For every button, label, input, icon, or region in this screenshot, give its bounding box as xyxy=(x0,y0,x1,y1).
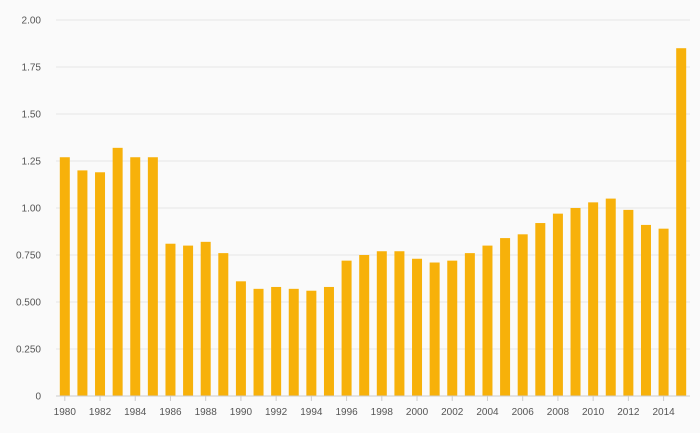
bar-2000 xyxy=(412,258,423,396)
bar-1991 xyxy=(253,288,264,396)
y-tick-label: 0.500 xyxy=(16,298,41,309)
bar-1996 xyxy=(341,260,352,396)
x-tick-label: 1986 xyxy=(159,407,182,418)
bar-1992 xyxy=(271,286,282,396)
y-tick-label: 0.250 xyxy=(16,345,41,356)
bar-2002 xyxy=(447,260,458,396)
x-tick-label: 1994 xyxy=(300,407,323,418)
x-tick-label: 2000 xyxy=(406,407,429,418)
bar-1995 xyxy=(323,286,334,396)
x-tick-label: 1988 xyxy=(195,407,218,418)
bar-1997 xyxy=(359,255,370,396)
bar-2009 xyxy=(570,208,581,396)
x-tick-label: 2004 xyxy=(476,407,499,418)
bar-2004 xyxy=(482,245,493,396)
bar-1980 xyxy=(59,157,70,396)
bar-1998 xyxy=(376,251,387,396)
bar-1983 xyxy=(112,147,123,396)
bars xyxy=(59,48,687,396)
grid-lines xyxy=(56,19,690,350)
bar-2005 xyxy=(500,238,511,396)
y-tick-label: 1.00 xyxy=(22,204,42,215)
x-tick-label: 2012 xyxy=(617,407,640,418)
y-tick-label: 1.50 xyxy=(22,110,42,121)
bar-2010 xyxy=(588,202,599,396)
bar-1984 xyxy=(130,157,141,396)
x-axis-tick-labels: 1980 1982 1984 1986 1988 1990 1992 1994 1996 1998… xyxy=(54,396,675,418)
bar-1994 xyxy=(306,290,317,396)
bar-2012 xyxy=(623,209,634,396)
x-tick-label: 1992 xyxy=(265,407,288,418)
x-tick-label: 1990 xyxy=(230,407,253,418)
bar-1993 xyxy=(288,288,299,396)
x-tick-label: 1982 xyxy=(89,407,112,418)
bar-2014 xyxy=(658,228,669,396)
x-tick-label: 1998 xyxy=(371,407,394,418)
y-tick-label: 2.00 xyxy=(22,16,42,27)
x-tick-label: 1996 xyxy=(335,407,358,418)
y-tick-label: 1.75 xyxy=(22,63,42,74)
y-tick-label: 0 xyxy=(35,392,41,403)
bar-2013 xyxy=(640,224,651,396)
bar-2015 xyxy=(676,48,687,396)
bar-1989 xyxy=(218,253,229,396)
x-tick-label: 1984 xyxy=(124,407,147,418)
bar-1988 xyxy=(200,241,211,396)
bar-1987 xyxy=(183,245,194,396)
y-tick-label: 0.750 xyxy=(16,251,41,262)
bar-2008 xyxy=(552,213,563,396)
y-axis-tick-labels: 0 0.250 0.500 0.750 1.00 1.25 1.50 1.75 2.00 xyxy=(16,16,41,403)
y-tick-label: 1.25 xyxy=(22,157,42,168)
x-tick-label: 2008 xyxy=(547,407,570,418)
bar-2003 xyxy=(464,253,475,396)
bar-1986 xyxy=(165,243,176,396)
bar-2007 xyxy=(535,223,546,396)
bar-1981 xyxy=(77,170,88,396)
bar-1990 xyxy=(235,281,246,396)
x-tick-label: 2010 xyxy=(582,407,605,418)
bar-2006 xyxy=(517,234,528,396)
bar-1999 xyxy=(394,251,405,396)
bar-1985 xyxy=(147,157,158,396)
bar-1982 xyxy=(95,172,106,396)
x-tick-label: 2006 xyxy=(512,407,535,418)
x-tick-label: 2002 xyxy=(441,407,464,418)
bar-2001 xyxy=(429,262,440,396)
bar-2011 xyxy=(605,198,616,396)
x-tick-label: 1980 xyxy=(54,407,77,418)
x-tick-label: 2014 xyxy=(652,407,675,418)
